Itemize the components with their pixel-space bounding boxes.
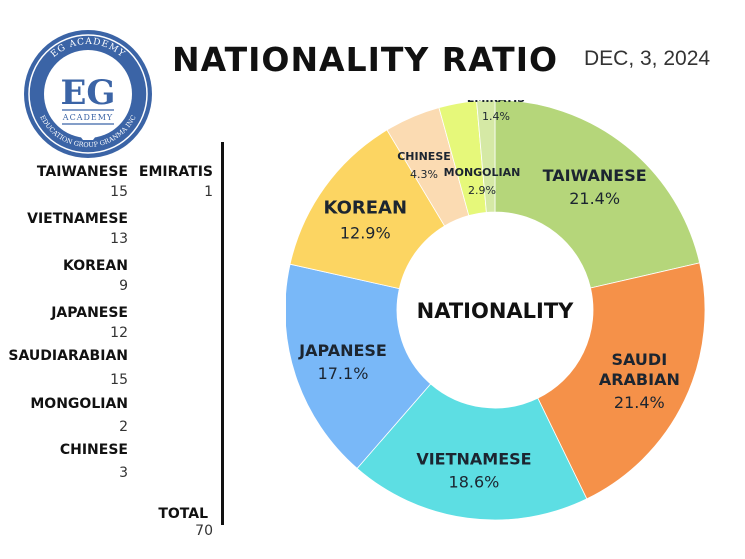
logo-sub-text: ACADEMY (62, 113, 113, 122)
total-value: 70 (195, 523, 213, 539)
slice-label-korean: KOREAN 12.9% (323, 197, 407, 242)
slice-japanese (286, 263, 432, 469)
count-label-korean: KOREAN (62, 258, 128, 274)
slice-pct-saudi-arabian: 21.4% (614, 393, 665, 412)
count-value-emiratis: 1 (204, 184, 213, 200)
count-value-chinese: 3 (119, 465, 128, 481)
slice-pct-taiwanese: 21.4% (569, 189, 620, 208)
slice-label-japanese: JAPANESE 17.1% (298, 341, 387, 383)
slice-pct-emiratis: 1.4% (482, 110, 510, 123)
logo-center-disc (44, 50, 132, 138)
count-value-vietnamese: 13 (110, 231, 128, 247)
academy-logo: EG ACADEMY EDUCATION GROUP GRANMA INC EG… (24, 30, 152, 158)
count-label-saudiarabian: SAUDIARABIAN (8, 348, 128, 364)
count-value-japanese: 12 (110, 325, 128, 341)
donut-center-label: NATIONALITY (417, 299, 575, 323)
report-date: DEC, 3, 2024 (584, 47, 711, 70)
slice-label-taiwanese: TAIWANESE 21.4% (543, 166, 647, 208)
count-label-mongolian: MONGOLIAN (30, 396, 128, 412)
slice-emiratis (476, 100, 496, 213)
count-label-emiratis: EMIRATIS (138, 164, 213, 180)
nationality-donut-chart: TAIWANESE 21.4% SAUDI ARABIAN 21.4% VIETNAMES… (286, 100, 706, 521)
slice-label-vietnamese: VIETNAMESE 18.6% (416, 450, 531, 492)
ship-icon (80, 127, 96, 140)
page-title: NATIONALITY RATIO (172, 40, 559, 79)
count-value-mongolian: 2 (119, 419, 128, 435)
count-value-taiwanese: 15 (110, 184, 128, 200)
count-value-saudiarabian: 15 (110, 372, 128, 388)
slice-label-chinese: CHINESE 4.3% (397, 150, 451, 181)
slice-pct-korean: 12.9% (340, 223, 391, 242)
total-label: TOTAL (158, 506, 208, 522)
slice-label-mongolian: MONGOLIAN 2.9% (444, 166, 521, 197)
count-label-japanese: JAPANESE (51, 305, 128, 321)
slice-pct-mongolian: 2.9% (468, 184, 496, 197)
slice-korean (289, 129, 446, 290)
count-value-korean: 9 (119, 278, 128, 294)
slice-pct-chinese: 4.3% (410, 168, 438, 181)
logo-initials: EG (61, 73, 116, 113)
slice-pct-japanese: 17.1% (318, 364, 369, 383)
count-label-taiwanese: TAIWANESE (36, 164, 128, 180)
slice-pct-vietnamese: 18.6% (449, 473, 500, 492)
slice-vietnamese (356, 383, 588, 521)
count-label-vietnamese: VIETNAMESE (27, 211, 128, 227)
slice-saudi-arabian (537, 262, 706, 500)
divider-line (221, 142, 224, 525)
slice-label-saudi-arabian: SAUDI ARABIAN 21.4% (599, 350, 680, 412)
slice-taiwanese (494, 100, 701, 289)
logo-inner-ring (28, 34, 148, 154)
count-label-chinese: CHINESE (59, 442, 128, 458)
